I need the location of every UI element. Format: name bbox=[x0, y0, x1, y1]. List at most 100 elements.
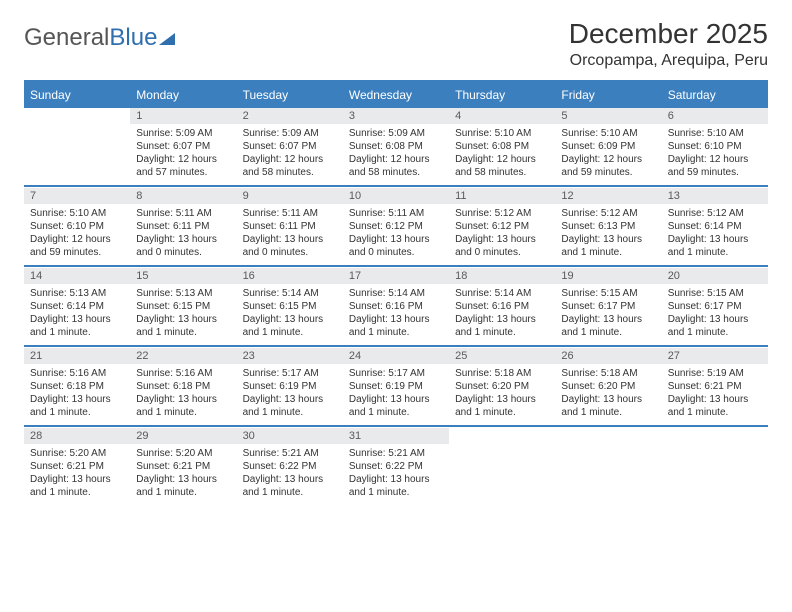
day-line: Daylight: 13 hours and 1 minute. bbox=[136, 313, 230, 339]
day-cell: Sunrise: 5:14 AMSunset: 6:16 PMDaylight:… bbox=[449, 284, 555, 346]
day-line: Sunrise: 5:20 AM bbox=[136, 447, 230, 460]
day-line: Daylight: 13 hours and 1 minute. bbox=[668, 233, 762, 259]
daynum-cell bbox=[662, 428, 768, 444]
day-cell: Sunrise: 5:21 AMSunset: 6:22 PMDaylight:… bbox=[237, 444, 343, 505]
day-line: Sunset: 6:07 PM bbox=[136, 140, 230, 153]
day-line: Sunrise: 5:19 AM bbox=[668, 367, 762, 380]
day-line: Sunset: 6:14 PM bbox=[30, 300, 124, 313]
day-line: Sunrise: 5:10 AM bbox=[30, 207, 124, 220]
daynum-cell: 28 bbox=[24, 428, 130, 444]
day-line: Sunset: 6:16 PM bbox=[349, 300, 443, 313]
day-line: Daylight: 13 hours and 1 minute. bbox=[455, 313, 549, 339]
daynum-cell: 9 bbox=[237, 188, 343, 204]
day-line: Daylight: 12 hours and 59 minutes. bbox=[668, 153, 762, 179]
day-line: Daylight: 13 hours and 1 minute. bbox=[136, 393, 230, 419]
logo-triangle-icon bbox=[159, 33, 175, 45]
day-cell: Sunrise: 5:21 AMSunset: 6:22 PMDaylight:… bbox=[343, 444, 449, 505]
dow-sunday: Sunday bbox=[24, 82, 130, 108]
daynum-cell: 10 bbox=[343, 188, 449, 204]
day-line: Daylight: 12 hours and 58 minutes. bbox=[455, 153, 549, 179]
daynum-cell: 12 bbox=[555, 188, 661, 204]
daynum-cell: 24 bbox=[343, 348, 449, 364]
day-line: Sunrise: 5:09 AM bbox=[136, 127, 230, 140]
day-cell bbox=[555, 444, 661, 505]
day-line: Sunset: 6:18 PM bbox=[30, 380, 124, 393]
day-line: Sunset: 6:08 PM bbox=[455, 140, 549, 153]
day-cell: Sunrise: 5:12 AMSunset: 6:12 PMDaylight:… bbox=[449, 204, 555, 266]
daynum-cell bbox=[449, 428, 555, 444]
logo-text-general: General bbox=[24, 24, 109, 52]
content-row: Sunrise: 5:10 AMSunset: 6:10 PMDaylight:… bbox=[24, 204, 768, 266]
logo-text-blue: Blue bbox=[109, 24, 157, 52]
day-cell: Sunrise: 5:18 AMSunset: 6:20 PMDaylight:… bbox=[449, 364, 555, 426]
day-line: Sunrise: 5:13 AM bbox=[30, 287, 124, 300]
daynum-cell: 18 bbox=[449, 268, 555, 284]
daynum-cell: 30 bbox=[237, 428, 343, 444]
content-row: Sunrise: 5:20 AM Sunset: 6:21 PM Daylight:… bbox=[24, 444, 768, 505]
header: GeneralBlue December 2025 Orcopampa, Are… bbox=[24, 18, 768, 70]
day-line: Daylight: 13 hours and 1 minute. bbox=[349, 313, 443, 339]
day-cell bbox=[24, 124, 130, 186]
day-cell: Sunrise: 5:14 AMSunset: 6:15 PMDaylight:… bbox=[237, 284, 343, 346]
day-line: Daylight: 13 hours and 1 minute. bbox=[561, 233, 655, 259]
day-cell bbox=[662, 444, 768, 505]
day-line: Sunset: 6:11 PM bbox=[136, 220, 230, 233]
daynum-cell: 6 bbox=[662, 108, 768, 124]
day-line: Sunrise: 5:09 AM bbox=[243, 127, 337, 140]
day-line: Sunrise: 5:12 AM bbox=[455, 207, 549, 220]
day-line: Sunset: 6:13 PM bbox=[561, 220, 655, 233]
day-line: Daylight: 13 hours and 1 minute. bbox=[243, 313, 337, 339]
day-cell: Sunrise: 5:12 AMSunset: 6:13 PMDaylight:… bbox=[555, 204, 661, 266]
day-line: Sunrise: 5:12 AM bbox=[561, 207, 655, 220]
day-line: Sunset: 6:20 PM bbox=[455, 380, 549, 393]
day-line: Sunset: 6:20 PM bbox=[561, 380, 655, 393]
day-line: Daylight: 13 hours and 1 minute. bbox=[668, 313, 762, 339]
day-line: Daylight: 13 hours and 0 minutes. bbox=[243, 233, 337, 259]
day-cell: Sunrise: 5:15 AMSunset: 6:17 PMDaylight:… bbox=[662, 284, 768, 346]
day-cell: Sunrise: 5:14 AMSunset: 6:16 PMDaylight:… bbox=[343, 284, 449, 346]
day-cell: Sunrise: 5:17 AMSunset: 6:19 PMDaylight:… bbox=[237, 364, 343, 426]
day-line: Daylight: 13 hours and 1 minute. bbox=[561, 313, 655, 339]
day-cell: Sunrise: 5:13 AMSunset: 6:14 PMDaylight:… bbox=[24, 284, 130, 346]
day-line: Sunset: 6:22 PM bbox=[349, 460, 443, 473]
daynum-row: 123456 bbox=[24, 108, 768, 124]
day-line: Sunrise: 5:16 AM bbox=[30, 367, 124, 380]
day-cell: Sunrise: 5:12 AMSunset: 6:14 PMDaylight:… bbox=[662, 204, 768, 266]
content-row: Sunrise: 5:16 AMSunset: 6:18 PMDaylight:… bbox=[24, 364, 768, 426]
daynum-cell: 23 bbox=[237, 348, 343, 364]
day-line: Sunset: 6:12 PM bbox=[349, 220, 443, 233]
day-cell: Sunrise: 5:16 AMSunset: 6:18 PMDaylight:… bbox=[130, 364, 236, 426]
daynum-cell bbox=[24, 108, 130, 124]
daynum-cell: 19 bbox=[555, 268, 661, 284]
month-title: December 2025 bbox=[569, 18, 768, 50]
day-line: Sunset: 6:08 PM bbox=[349, 140, 443, 153]
day-line: Sunrise: 5:18 AM bbox=[455, 367, 549, 380]
daynum-cell: 27 bbox=[662, 348, 768, 364]
dow-saturday: Saturday bbox=[662, 82, 768, 108]
day-line: Daylight: 13 hours and 1 minute. bbox=[30, 393, 124, 419]
day-line: Sunset: 6:17 PM bbox=[668, 300, 762, 313]
daynum-row: 14151617181920 bbox=[24, 268, 768, 284]
day-line: Daylight: 12 hours and 58 minutes. bbox=[349, 153, 443, 179]
daynum-cell: 31 bbox=[343, 428, 449, 444]
daynum-cell: 3 bbox=[343, 108, 449, 124]
daynum-cell: 5 bbox=[555, 108, 661, 124]
logo: GeneralBlue bbox=[24, 24, 175, 52]
location: Orcopampa, Arequipa, Peru bbox=[569, 52, 768, 70]
day-line: Sunset: 6:21 PM bbox=[30, 460, 124, 473]
day-cell: Sunrise: 5:16 AMSunset: 6:18 PMDaylight:… bbox=[24, 364, 130, 426]
day-line: Sunrise: 5:15 AM bbox=[668, 287, 762, 300]
day-line: Sunset: 6:19 PM bbox=[349, 380, 443, 393]
day-line: Sunrise: 5:16 AM bbox=[136, 367, 230, 380]
daynum-cell: 26 bbox=[555, 348, 661, 364]
dow-thursday: Thursday bbox=[449, 82, 555, 108]
daynum-cell: 4 bbox=[449, 108, 555, 124]
day-line: Sunrise: 5:11 AM bbox=[349, 207, 443, 220]
day-line: Sunset: 6:12 PM bbox=[455, 220, 549, 233]
day-line: Daylight: 13 hours and 1 minute. bbox=[349, 473, 443, 499]
day-line: Sunrise: 5:17 AM bbox=[243, 367, 337, 380]
day-cell: Sunrise: 5:09 AMSunset: 6:08 PMDaylight:… bbox=[343, 124, 449, 186]
daynum-cell: 25 bbox=[449, 348, 555, 364]
day-line: Sunset: 6:22 PM bbox=[243, 460, 337, 473]
dow-friday: Friday bbox=[555, 82, 661, 108]
